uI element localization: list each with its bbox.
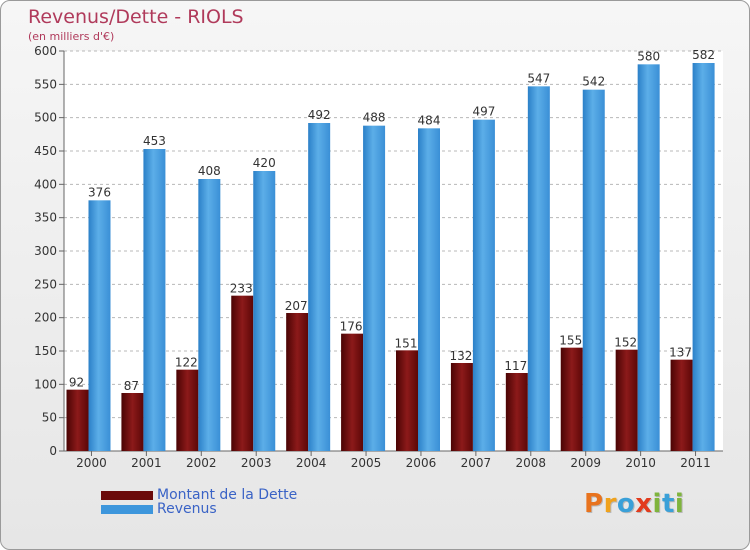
bar-revenus xyxy=(198,179,221,451)
y-tick-label: 150 xyxy=(34,344,57,358)
legend-label-dette: Montant de la Dette xyxy=(157,487,298,503)
y-tick-label: 600 xyxy=(34,44,57,58)
y-tick-label: 50 xyxy=(42,411,57,425)
y-tick-label: 250 xyxy=(34,277,57,291)
chart-subtitle: (en milliers d'€) xyxy=(28,30,115,43)
data-label-dette: 122 xyxy=(175,356,198,370)
x-tick-label: 2003 xyxy=(241,456,272,470)
bar-dette xyxy=(670,359,693,451)
y-tick-label: 300 xyxy=(34,244,57,258)
proxiti-logo: Proxiti xyxy=(584,489,685,519)
data-label-revenus: 484 xyxy=(418,113,441,127)
data-label-revenus: 580 xyxy=(637,49,660,63)
bar-revenus xyxy=(253,171,276,451)
bar-revenus xyxy=(363,125,386,452)
bar-dette xyxy=(396,350,418,451)
bar-revenus xyxy=(308,123,331,451)
data-label-revenus: 488 xyxy=(363,111,386,125)
legend-item-revenus: Revenus xyxy=(101,501,217,517)
data-label-dette: 132 xyxy=(449,349,472,363)
y-tick-label: 550 xyxy=(34,77,57,91)
legend-item-dette: Montant de la Dette xyxy=(101,487,297,503)
chart-title: Revenus/Dette - RIOLS xyxy=(28,6,244,28)
data-label-revenus: 492 xyxy=(308,108,331,122)
data-label-dette: 207 xyxy=(285,299,308,313)
data-label-dette: 92 xyxy=(69,376,84,390)
y-tick-label: 350 xyxy=(34,211,57,225)
data-label-revenus: 582 xyxy=(692,48,715,62)
bar-revenus xyxy=(472,119,495,452)
x-tick-label: 2007 xyxy=(461,456,492,470)
bar-dette xyxy=(286,313,309,451)
data-label-revenus: 453 xyxy=(143,134,166,148)
data-label-dette: 137 xyxy=(669,346,692,360)
data-label-revenus: 408 xyxy=(198,164,221,178)
bar-revenus xyxy=(527,86,550,451)
x-tick-label: 2008 xyxy=(516,456,547,470)
y-tick-label: 0 xyxy=(49,444,57,458)
x-tick-label: 2002 xyxy=(186,456,217,470)
x-tick-label: 2009 xyxy=(570,456,601,470)
bar-dette xyxy=(505,373,528,451)
data-label-dette: 117 xyxy=(504,359,527,373)
bar-dette xyxy=(231,295,254,451)
data-label-dette: 155 xyxy=(559,334,582,348)
bar-dette xyxy=(176,369,199,451)
x-tick-label: 2006 xyxy=(406,456,437,470)
bar-revenus xyxy=(88,200,111,451)
bar-dette xyxy=(121,393,144,451)
data-label-dette: 233 xyxy=(230,282,253,296)
x-tick-label: 2001 xyxy=(131,456,162,470)
data-label-dette: 176 xyxy=(340,320,363,334)
x-tick-label: 2000 xyxy=(76,456,107,470)
legend-swatch-dette xyxy=(101,490,153,500)
data-label-revenus: 547 xyxy=(527,71,550,85)
bar-dette xyxy=(66,389,89,451)
x-tick-label: 2011 xyxy=(680,456,711,470)
data-label-revenus: 376 xyxy=(88,185,111,199)
y-tick-label: 450 xyxy=(34,144,57,158)
bar-dette xyxy=(450,363,473,451)
bar-revenus xyxy=(143,149,166,451)
bar-revenus xyxy=(637,64,660,452)
bar-revenus xyxy=(582,89,605,452)
data-label-revenus: 497 xyxy=(472,105,495,119)
x-tick-label: 2005 xyxy=(351,456,382,470)
data-label-revenus: 420 xyxy=(253,156,276,170)
data-label-revenus: 542 xyxy=(582,75,605,89)
y-tick-label: 500 xyxy=(34,111,57,125)
data-label-dette: 152 xyxy=(614,336,637,350)
legend-swatch-revenus xyxy=(101,504,153,514)
y-tick-label: 200 xyxy=(34,311,57,325)
data-label-dette: 151 xyxy=(395,336,418,350)
legend-label-revenus: Revenus xyxy=(157,501,217,517)
y-tick-label: 100 xyxy=(34,377,57,391)
y-tick-label: 400 xyxy=(34,177,57,191)
x-tick-label: 2010 xyxy=(625,456,656,470)
bar-dette xyxy=(341,333,364,451)
bar-dette xyxy=(560,347,583,451)
bar-revenus xyxy=(418,128,440,451)
data-label-dette: 87 xyxy=(124,379,139,393)
bar-revenus xyxy=(692,63,715,451)
x-tick-label: 2004 xyxy=(296,456,327,470)
bar-dette xyxy=(615,349,638,451)
